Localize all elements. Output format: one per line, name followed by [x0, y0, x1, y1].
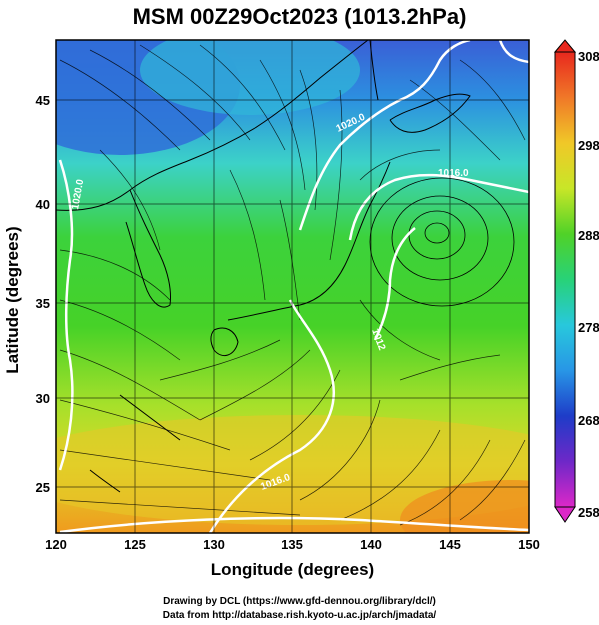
streamline	[59, 449, 271, 481]
x-tick-label: 135	[281, 537, 303, 552]
credit-drawing: Drawing by DCL (https://www.gfd-dennou.o…	[163, 596, 436, 607]
x-tick-label: 125	[124, 537, 146, 552]
streamline	[99, 149, 161, 251]
streamline	[409, 79, 501, 161]
streamlines	[59, 44, 526, 526]
x-axis-title: Longitude (degrees)	[210, 560, 375, 579]
x-tick-label: 145	[439, 537, 461, 552]
x-tick-label: 150	[518, 537, 540, 552]
y-tick-label: 30	[36, 391, 50, 406]
korean-peninsula	[125, 189, 171, 308]
isobars	[58, 40, 529, 533]
colorbar-tick-label: 298	[578, 138, 599, 153]
streamline	[299, 69, 318, 211]
x-axis: 120 125 130 135 140 145 150	[45, 537, 540, 552]
contour-label: 1020.0	[70, 178, 86, 210]
contour-label: 1016.0	[438, 168, 469, 179]
colorbar-tick-label: 268	[578, 413, 599, 428]
streamline	[359, 299, 441, 361]
streamline	[339, 429, 441, 521]
streamline	[259, 59, 306, 191]
streamline	[139, 44, 251, 141]
cool-region-north	[140, 40, 360, 115]
cyclone-ring	[391, 195, 489, 281]
grid-lines	[56, 40, 529, 533]
streamline	[299, 399, 381, 501]
streamline	[229, 169, 266, 301]
y-axis: 25 30 35 40 45	[36, 93, 50, 495]
streamline	[59, 249, 171, 301]
streamline	[329, 89, 343, 261]
streamline	[199, 44, 286, 151]
y-tick-label: 40	[36, 197, 50, 212]
isobar-northeast	[498, 40, 529, 64]
colorbar-body	[554, 51, 576, 508]
colorbar-ticks: 308 298 288 278 268 258	[578, 49, 599, 520]
colorbar-bottom-triangle	[554, 506, 576, 523]
colorbar-tick-label: 278	[578, 320, 599, 335]
streamline	[59, 59, 181, 151]
plot-frame	[55, 39, 530, 534]
map-title: MSM 00Z29Oct2023 (1013.2hPa)	[132, 4, 467, 29]
cyclone-ring	[369, 177, 515, 307]
streamline	[89, 49, 211, 141]
asian-mainland-coast	[56, 40, 369, 211]
x-tick-label: 120	[45, 537, 67, 552]
cyclone-ring	[424, 222, 450, 244]
isobar-1020-west	[58, 159, 74, 471]
streamline	[59, 399, 231, 451]
x-tick-label: 130	[203, 537, 225, 552]
cyclone-circulation	[369, 177, 515, 307]
streamline	[399, 354, 501, 381]
isobar-1016-east	[348, 173, 529, 241]
colorbar-tick-label: 308	[578, 49, 599, 64]
isobar-1016-west	[208, 299, 335, 533]
hot-region-southeast	[400, 480, 529, 533]
y-axis-title: Latitude (degrees)	[3, 226, 22, 374]
kyushu	[210, 327, 239, 357]
streamline	[59, 499, 301, 516]
colorbar-top-triangle	[553, 39, 577, 53]
streamline	[59, 349, 201, 421]
y-tick-label: 45	[36, 93, 50, 108]
streamline	[159, 339, 281, 381]
isobar-1020-north	[298, 40, 471, 231]
streamline	[59, 299, 181, 361]
y-tick-label: 35	[36, 296, 50, 311]
streamline	[459, 59, 526, 141]
land-masses	[56, 40, 471, 493]
y-tick-label: 25	[36, 480, 50, 495]
x-tick-label: 140	[360, 537, 382, 552]
streamline	[359, 149, 441, 181]
credit-data: Data from http://database.rish.kyoto-u.a…	[162, 610, 437, 621]
streamline	[199, 349, 311, 421]
hokkaido	[389, 93, 471, 133]
honshu	[227, 161, 391, 321]
streamline	[399, 439, 491, 526]
ryukyu-islands	[89, 394, 181, 493]
colorbar-tick-label: 288	[578, 228, 599, 243]
streamline	[459, 439, 526, 521]
isobar-1012	[373, 227, 416, 341]
isobar-south	[59, 516, 529, 533]
colorbar	[553, 39, 577, 523]
colorbar-tick-label: 258	[578, 505, 599, 520]
